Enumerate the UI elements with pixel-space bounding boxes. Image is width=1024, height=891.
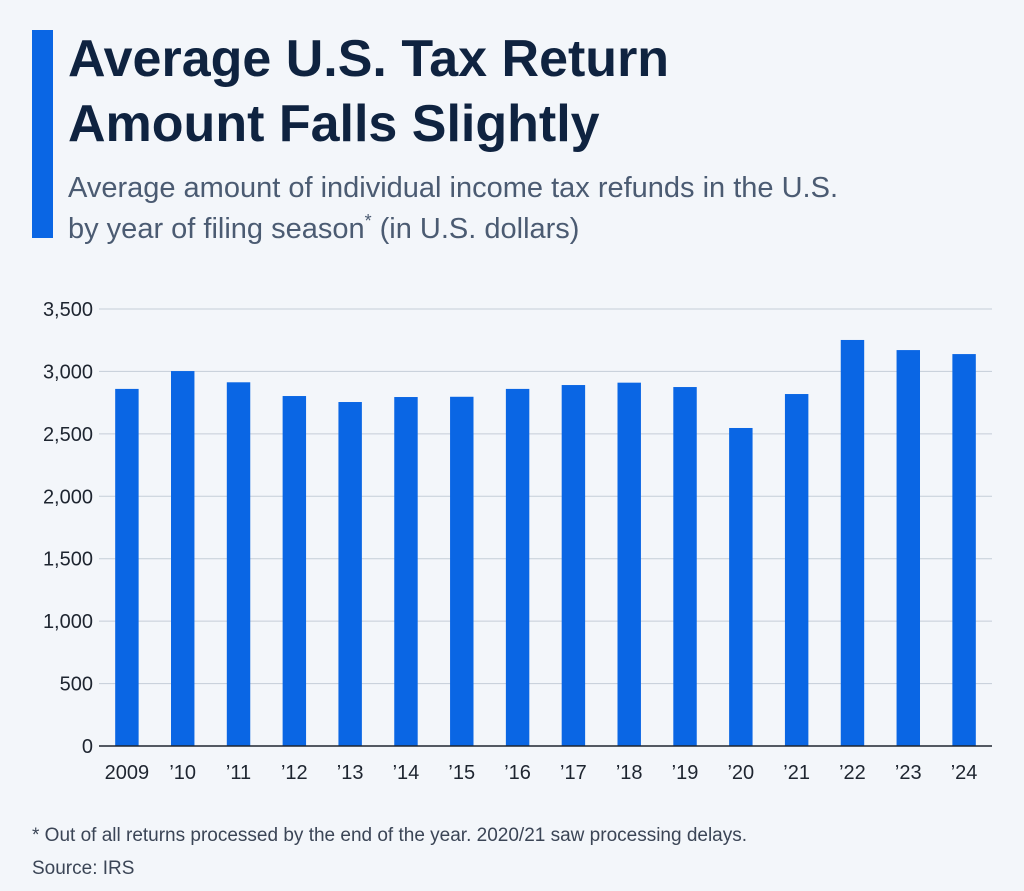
bar bbox=[896, 350, 921, 746]
x-tick-label: 2009 bbox=[105, 762, 150, 784]
subtitle-text: by year of filing season bbox=[68, 213, 365, 245]
subtitle-unit: (in U.S. dollars) bbox=[380, 213, 580, 245]
x-tick-label: ’13 bbox=[337, 762, 364, 784]
x-tick-label: ’11 bbox=[226, 762, 251, 784]
y-tick-label: 1,000 bbox=[43, 611, 93, 633]
x-tick-label: ’17 bbox=[560, 762, 587, 784]
bar bbox=[394, 397, 418, 746]
x-tick-label: ’22 bbox=[839, 762, 866, 784]
bar bbox=[840, 339, 865, 746]
bar bbox=[952, 354, 976, 746]
chart-subtitle: Average amount of individual income tax … bbox=[68, 172, 838, 204]
x-tick-label: ’20 bbox=[727, 762, 754, 784]
x-tick-label: ’24 bbox=[951, 762, 978, 784]
source: Source: IRS bbox=[32, 858, 134, 879]
bar bbox=[338, 402, 362, 746]
x-tick-label: ’15 bbox=[448, 762, 475, 784]
y-tick-label: 1,500 bbox=[43, 549, 93, 571]
x-tick-label: ’19 bbox=[672, 762, 699, 784]
bar bbox=[561, 385, 586, 746]
bar bbox=[673, 387, 697, 746]
bar bbox=[505, 388, 530, 746]
x-tick-label: ’10 bbox=[169, 762, 196, 784]
bar bbox=[115, 388, 139, 746]
bar bbox=[450, 396, 474, 746]
bar bbox=[617, 382, 641, 746]
chart-title: Amount Falls Slightly bbox=[68, 95, 600, 153]
x-tick-label: ’21 bbox=[783, 762, 810, 784]
x-tick-label: ’23 bbox=[895, 762, 922, 784]
chart-subtitle: by year of filing season* (in U.S. dollar… bbox=[68, 211, 579, 245]
footnote: * Out of all returns processed by the en… bbox=[32, 825, 747, 846]
x-tick-label: ’14 bbox=[393, 762, 420, 784]
bar bbox=[729, 427, 753, 746]
y-tick-label: 0 bbox=[82, 736, 93, 758]
x-tick-label: ’12 bbox=[281, 762, 308, 784]
bar bbox=[170, 371, 195, 746]
accent-bar bbox=[32, 30, 53, 238]
bar bbox=[282, 396, 307, 746]
chart-title: Average U.S. Tax Return bbox=[68, 30, 669, 88]
y-tick-label: 3,000 bbox=[43, 361, 93, 383]
y-tick-label: 3,500 bbox=[43, 299, 93, 321]
x-tick-label: ’18 bbox=[616, 762, 643, 784]
x-tick-label: ’16 bbox=[504, 762, 531, 784]
y-tick-label: 2,000 bbox=[43, 486, 93, 508]
bar bbox=[784, 394, 809, 746]
footnote-mark: * bbox=[365, 211, 372, 231]
y-tick-label: 2,500 bbox=[43, 424, 93, 446]
bar bbox=[226, 382, 251, 746]
y-tick-label: 500 bbox=[60, 674, 93, 696]
